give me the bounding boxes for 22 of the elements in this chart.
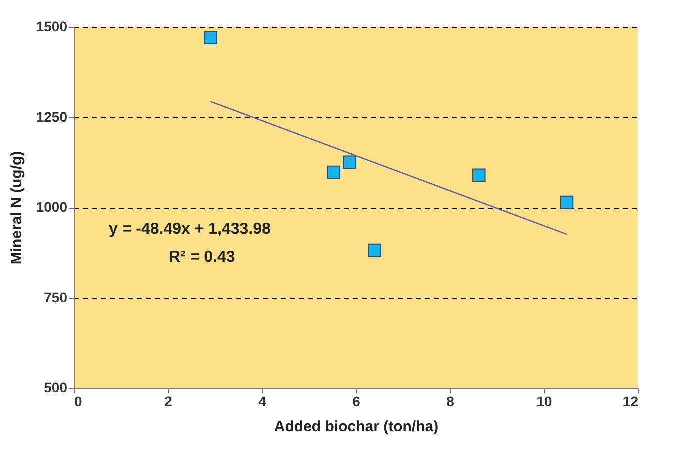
annotation: R² = 0.43 — [169, 249, 236, 266]
y-axis-title: Mineral N (ug/g) — [8, 151, 26, 265]
y-tick-label: 750 — [44, 289, 68, 306]
x-tick-label: 8 — [446, 394, 455, 410]
annotation: y = -48.49x + 1,433.98 — [109, 221, 272, 238]
point — [327, 166, 341, 180]
y-tick-label: 1000 — [36, 199, 68, 215]
point — [560, 196, 574, 210]
y-tick-label: 1500 — [36, 18, 68, 34]
y-tick-label: 1250 — [36, 108, 68, 125]
y-tick-label: 500 — [44, 380, 68, 396]
x-tick-label: 10 — [536, 394, 552, 410]
point — [343, 156, 357, 169]
point — [472, 168, 486, 182]
point — [204, 31, 218, 44]
x-axis-title: Added biochar (ton/ha) — [274, 418, 439, 436]
x-tick-label: 4 — [258, 394, 267, 410]
x-tick-label: 12 — [622, 394, 639, 410]
x-tick-label: 6 — [352, 394, 361, 410]
x-tick-label: 2 — [164, 394, 173, 410]
point — [368, 244, 382, 258]
x-tick-label: 0 — [74, 394, 82, 410]
